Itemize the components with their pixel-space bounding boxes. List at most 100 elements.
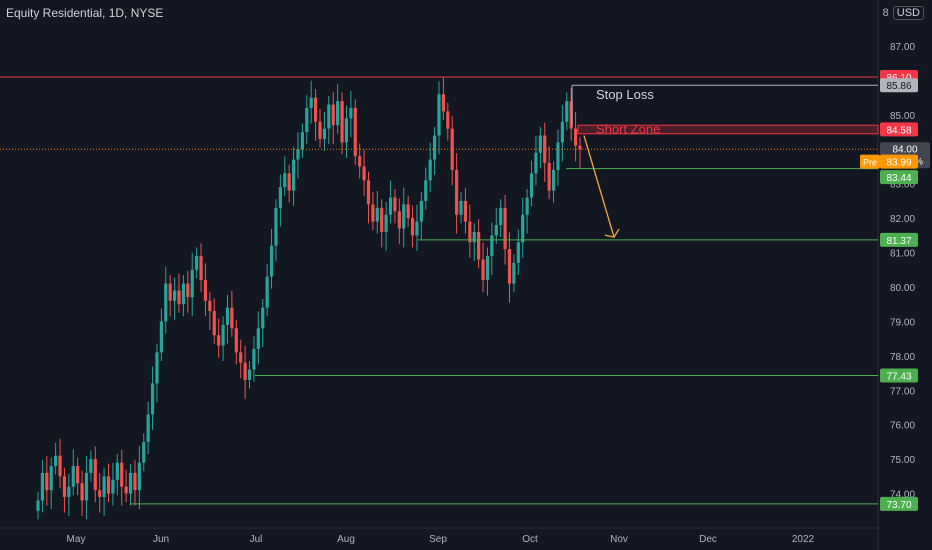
candle-body [62,476,67,498]
y-tick-label: 82.00 [890,214,915,225]
y-tick-label: 81.00 [890,249,915,260]
candle-body [164,283,168,322]
candle-body [133,472,137,491]
candle-body [565,101,569,122]
candle-body [168,283,172,301]
candle-body [450,128,454,170]
price-tag-pre-bg [880,154,918,169]
x-tick-label: Dec [699,534,717,545]
price-tag-stop-bg [880,78,918,93]
currency-button[interactable]: USD [892,6,924,20]
candle-body [468,221,472,243]
candle-body [106,476,111,494]
candle-body [543,135,547,164]
candle-body [221,324,225,346]
price-tag-current: 84.00 [892,144,917,155]
candle-body [239,352,243,363]
candle-body [190,269,194,298]
price-tag-green: 81.37 [886,236,911,247]
candle-body [181,283,186,305]
candle-body [336,101,340,126]
short-zone-box [577,124,879,135]
candle-body [503,207,507,250]
candle-body [322,128,327,139]
candle-body [137,462,141,491]
candle-body [252,348,256,370]
candle-body [67,486,71,498]
candle-body [208,300,212,312]
candle-body [331,104,335,126]
candle-body [358,156,362,167]
candle-body [494,225,498,236]
candles [36,77,582,520]
candle-body [76,466,80,484]
candle-body [212,311,216,336]
candle-body [507,249,512,284]
y-tick-label: 79.00 [890,317,915,328]
candle-body [441,94,445,112]
x-tick-label: Sep [429,534,447,545]
candle-body [146,414,150,442]
candle-body [58,455,62,477]
candle-body [278,187,282,208]
candle-body [490,235,494,257]
candle-body [84,472,89,501]
candle-body [269,245,274,277]
candle-body [353,107,357,157]
candle-body [547,163,551,191]
candle-body [375,207,379,222]
candle-body [525,197,529,215]
candle-body [380,207,384,232]
candle-body [349,107,353,119]
pre-tag-bg [860,154,880,169]
y-tick-label: 83.00 [890,180,915,191]
candle-body [432,135,437,160]
candle-body [305,107,309,133]
y-tick-label: 76.00 [890,421,915,432]
candle-body [217,335,221,346]
price-tag-stop: 85.86 [886,81,911,92]
candle-body [261,307,265,329]
candle-body [428,159,432,181]
price-tag-green-bg [880,232,918,247]
candle-body [98,490,102,498]
candle-body [54,455,58,467]
price-tag-green: 77.43 [886,371,911,382]
candle-body [455,169,459,215]
y-tick-label: 78.00 [890,352,915,363]
candle-body [551,169,556,191]
candle-body [234,328,238,353]
candle-body [477,231,481,260]
candle-body [243,362,247,380]
candle-body [402,204,406,229]
candle-body [40,472,45,501]
price-tag-green-bg [880,368,918,383]
candle-body [424,180,428,201]
candle-body [283,173,287,188]
y-tick-label: 85.00 [890,111,915,122]
candle-body [159,321,163,353]
candle-body [521,214,525,243]
candle-body [274,207,278,246]
candle-body [93,459,97,491]
pre-tag: Pre [863,158,877,168]
candle-body [155,352,159,384]
price-tag-green: 83.44 [886,173,911,184]
candle-body [340,101,344,143]
candle-body [203,280,208,301]
candle-body [446,111,450,129]
candle-body [573,128,578,146]
candle-body [463,200,468,222]
candle-body [344,118,349,143]
candle-body [199,256,203,281]
candle-body [36,500,40,511]
candle-body [415,221,419,236]
candle-body [291,159,296,191]
candle-body [406,204,410,219]
candle-body [437,94,441,136]
price-tag-green-bg [880,496,918,511]
short-zone-label: Short Zone [596,121,660,136]
candle-body [419,200,423,222]
